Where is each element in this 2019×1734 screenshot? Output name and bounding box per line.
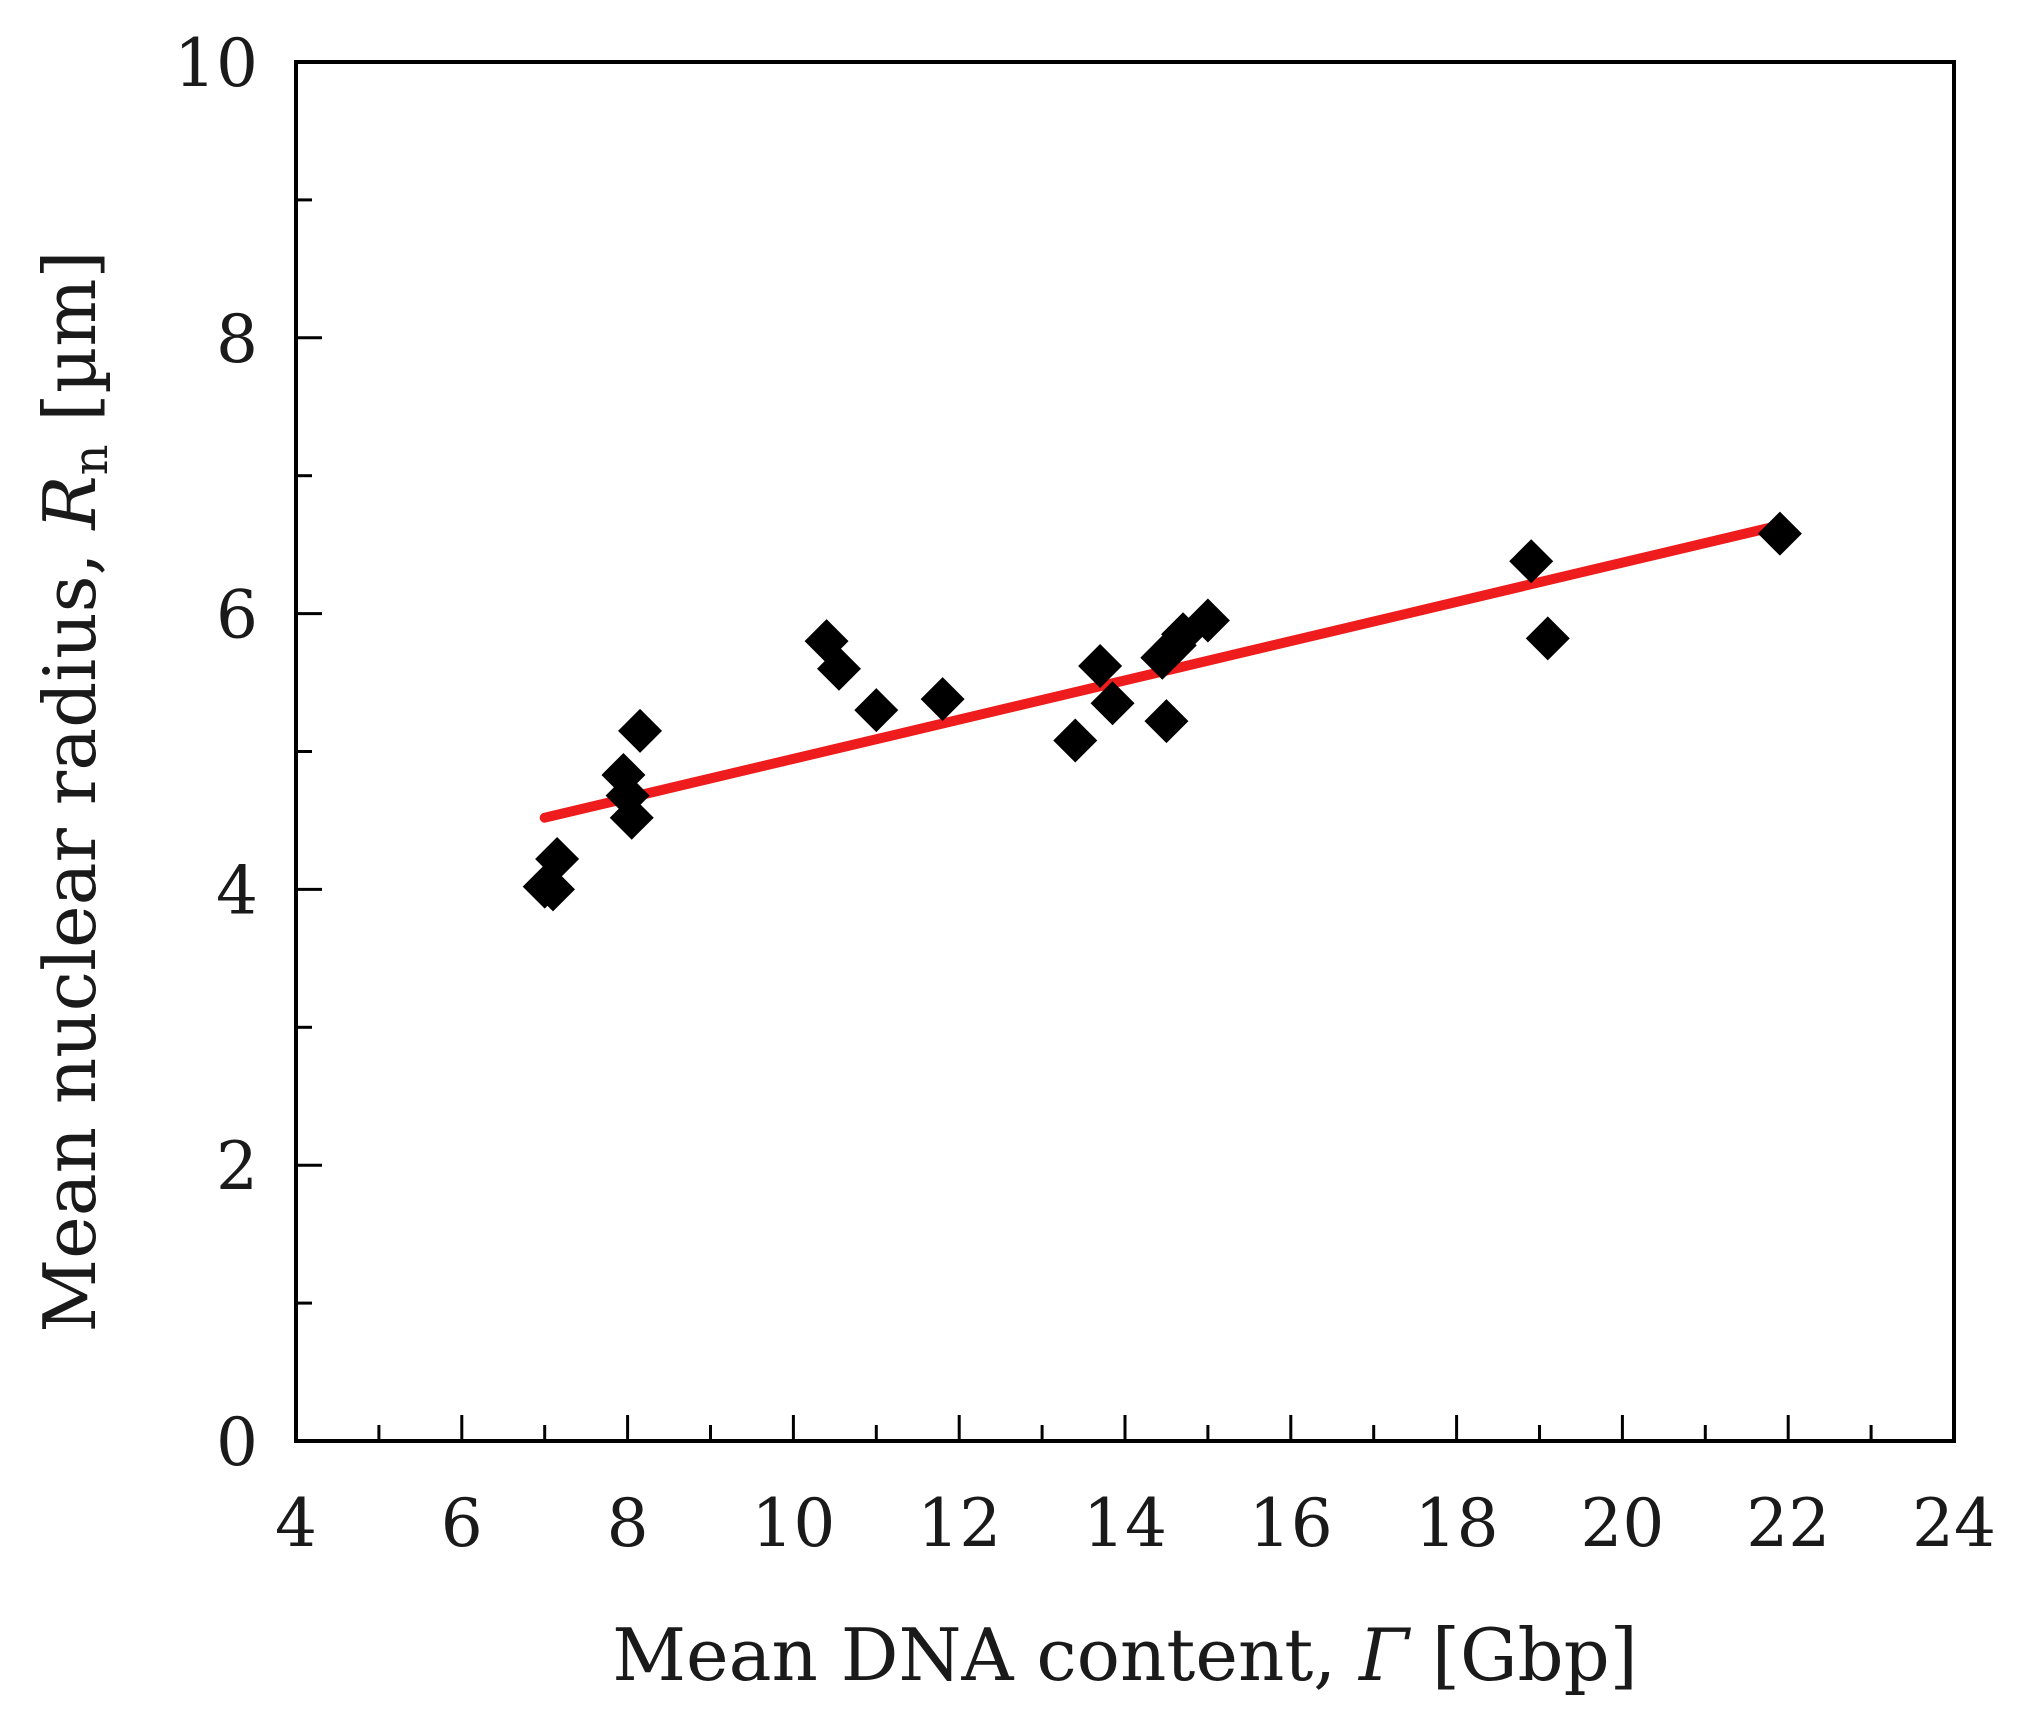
data-point-6: [618, 708, 663, 753]
x-axis-title-symbol: Γ: [1357, 1613, 1412, 1697]
x-tick-label-22: 22: [1746, 1485, 1830, 1562]
y-tick-labels: 0 2 4 6 8 10: [174, 25, 258, 1481]
data-point-18: [1185, 598, 1230, 643]
x-tick-label-6: 6: [441, 1485, 483, 1562]
y-tick-label-6: 6: [216, 577, 258, 654]
x-tick-label-10: 10: [751, 1485, 835, 1562]
x-axis-title: Mean DNA content, Γ [Gbp]: [612, 1613, 1638, 1697]
y-tick-label-8: 8: [216, 301, 258, 378]
data-point-9: [854, 688, 899, 733]
y-axis-title-prefix: Mean nuclear radius,: [28, 530, 112, 1333]
data-point-1: [530, 867, 575, 912]
x-tick-label-16: 16: [1249, 1485, 1333, 1562]
x-tick-label-12: 12: [917, 1485, 1001, 1562]
data-point-15: [1144, 699, 1189, 744]
x-axis-title-prefix: Mean DNA content,: [612, 1613, 1359, 1697]
minor-ticks: [296, 198, 1873, 1441]
y-tick-label-10: 10: [174, 25, 258, 102]
y-axis-title-subscript: n: [63, 444, 119, 475]
y-tick-label-0: 0: [216, 1404, 258, 1481]
data-point-8: [816, 646, 861, 691]
data-point-10: [920, 677, 965, 722]
data-point-13: [1090, 681, 1135, 726]
x-tick-label-14: 14: [1083, 1485, 1167, 1562]
x-tick-label-24: 24: [1912, 1485, 1996, 1562]
data-point-19: [1509, 539, 1554, 584]
y-axis-title-suffix: [µm]: [28, 250, 112, 444]
y-tick-label-4: 4: [216, 852, 258, 929]
x-tick-label-18: 18: [1415, 1485, 1499, 1562]
x-tick-labels: 4 6 8 10 12 14 16 18 20 22 24: [275, 1485, 1996, 1562]
data-point-12: [1078, 644, 1123, 689]
data-point-20: [1525, 616, 1570, 661]
data-point-5: [609, 795, 654, 840]
y-axis-title: Mean nuclear radius, Rn [µm]: [28, 250, 119, 1332]
x-tick-label-4: 4: [275, 1485, 317, 1562]
data-point-21: [1757, 511, 1802, 556]
data-point-2: [535, 837, 580, 882]
data-points: [522, 511, 1802, 912]
x-tick-label-8: 8: [607, 1485, 649, 1562]
y-axis-title-symbol: R: [28, 475, 112, 531]
x-axis-title-suffix: [Gbp]: [1409, 1613, 1638, 1697]
x-tick-label-20: 20: [1580, 1485, 1664, 1562]
major-ticks: [294, 60, 1956, 1443]
plot-frame: [294, 60, 1956, 1443]
data-point-11: [1053, 718, 1098, 763]
y-tick-label-2: 2: [216, 1128, 258, 1205]
